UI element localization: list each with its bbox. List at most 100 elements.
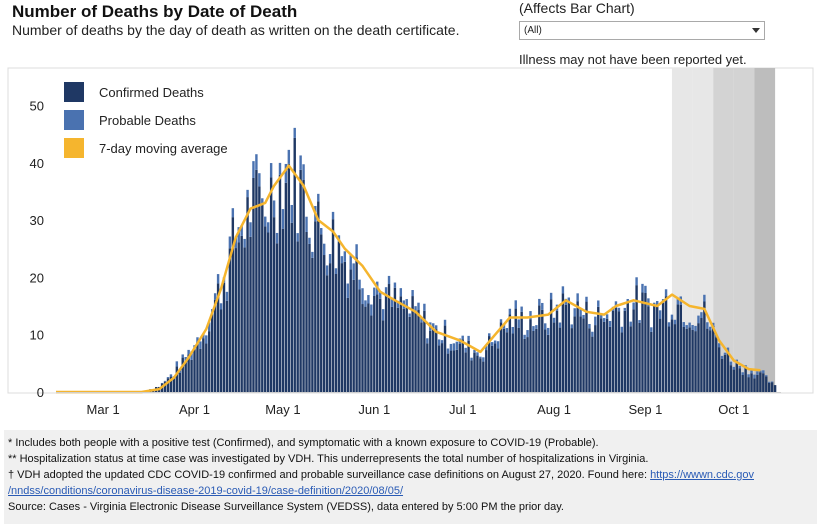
probable-bar: [747, 374, 750, 378]
probable-bar: [346, 283, 349, 298]
confirmed-bar: [653, 305, 656, 392]
probable-bar: [411, 290, 414, 297]
confirmed-bar: [355, 257, 358, 392]
probable-bar: [455, 341, 459, 350]
probable-bar: [567, 297, 571, 303]
confirmed-bar: [661, 302, 665, 392]
confirmed-bar: [278, 174, 282, 392]
confirmed-bar: [352, 279, 355, 392]
confirmed-bar: [570, 328, 573, 392]
probable-bar: [576, 293, 579, 302]
confirmed-bar: [261, 204, 264, 392]
footer-notes: * Includes both people with a positive t…: [4, 430, 817, 524]
probable-bar: [703, 294, 706, 302]
confirmed-bar: [529, 319, 532, 392]
confirmed-bar: [732, 369, 736, 392]
confirmed-bar: [184, 362, 187, 392]
probable-bar: [499, 319, 503, 323]
confirmed-bar: [517, 327, 520, 392]
probable-bar: [228, 236, 232, 249]
probable-bar: [638, 320, 641, 323]
confirmed-bar: [535, 328, 538, 392]
filter-dropdown[interactable]: (All): [519, 21, 765, 40]
probable-bar: [296, 233, 299, 242]
x-tick-label: Apr 1: [179, 402, 210, 417]
confirmed-bar: [735, 361, 739, 392]
probable-bar: [381, 309, 385, 321]
confirmed-bar: [482, 361, 485, 392]
confirmed-bar: [210, 314, 214, 392]
probable-bar: [461, 335, 464, 340]
confirmed-bar: [384, 294, 388, 392]
confirmed-bar: [334, 273, 338, 392]
confirmed-bar: [676, 304, 680, 392]
probable-bar: [278, 162, 282, 175]
y-tick-label: 0: [37, 385, 44, 400]
probable-bar: [691, 325, 694, 330]
probable-bar: [732, 366, 736, 370]
probable-bar: [473, 349, 476, 353]
probable-bar: [485, 345, 488, 351]
confirmed-bar: [496, 348, 500, 392]
probable-bar: [187, 349, 190, 355]
confirmed-bar: [446, 353, 450, 392]
confirmed-bar: [765, 376, 768, 392]
confirmed-bar: [623, 310, 627, 392]
probable-bar: [373, 287, 376, 296]
probable-bar: [243, 238, 246, 248]
probable-bar: [552, 317, 556, 323]
probable-bar: [349, 255, 352, 270]
probable-bar: [735, 359, 739, 362]
confirmed-bar: [305, 231, 308, 392]
probable-bar: [261, 198, 264, 205]
confirmed-bar: [614, 307, 618, 392]
confirmed-bar: [370, 315, 373, 392]
confirmed-bar: [258, 186, 261, 392]
probable-bar: [629, 321, 632, 327]
probable-bar: [328, 254, 332, 264]
confirmed-bar: [544, 329, 547, 392]
confirmed-bar: [526, 337, 529, 392]
confirmed-bar: [744, 367, 747, 392]
probable-bar: [387, 275, 391, 285]
probable-bar: [529, 311, 532, 320]
probable-bar: [544, 323, 547, 330]
confirmed-bar: [703, 301, 706, 392]
probable-bar: [302, 164, 305, 180]
probable-bar: [756, 371, 759, 375]
confirmed-bar: [712, 325, 715, 392]
reporting-note: Illness may not have been reported yet.: [519, 52, 747, 67]
footnote-source: Source: Cases - Virginia Electronic Dise…: [8, 501, 564, 513]
confirmed-bar: [287, 163, 291, 392]
probable-bar: [343, 251, 347, 262]
probable-bar: [216, 274, 220, 284]
confirmed-bar: [658, 318, 662, 392]
probable-bar: [246, 189, 249, 198]
moving-average-line: [56, 164, 761, 394]
probable-bar: [213, 293, 217, 300]
probable-bar: [517, 319, 520, 328]
confirmed-bar: [667, 326, 671, 392]
probable-bar: [635, 277, 638, 286]
probable-bar: [676, 298, 680, 305]
confirmed-bar: [393, 287, 397, 392]
cdc-link-part2[interactable]: /nndss/conditions/coronavirus-disease-20…: [8, 485, 404, 497]
confirmed-bar: [597, 306, 600, 392]
probable-bar: [405, 299, 408, 307]
confirmed-bar: [440, 343, 444, 392]
confirmed-bar: [405, 306, 408, 392]
confirmed-bar: [252, 177, 255, 392]
confirmed-bar: [390, 306, 394, 392]
y-tick-label: 20: [30, 270, 44, 285]
probable-bar: [258, 173, 261, 187]
footnote-case-definition-text: † VDH adopted the updated CDC COVID-19 c…: [8, 469, 651, 481]
x-tick-label: Mar 1: [87, 402, 120, 417]
confirmed-bar: [638, 322, 641, 392]
probable-bar: [317, 193, 320, 202]
probable-bar: [600, 315, 603, 319]
probable-bar: [697, 315, 700, 324]
probable-bar: [396, 300, 400, 308]
probable-bar: [650, 327, 653, 332]
cdc-link-part1[interactable]: https://wwwn.cdc.gov: [650, 469, 754, 481]
probable-bar: [355, 244, 358, 258]
